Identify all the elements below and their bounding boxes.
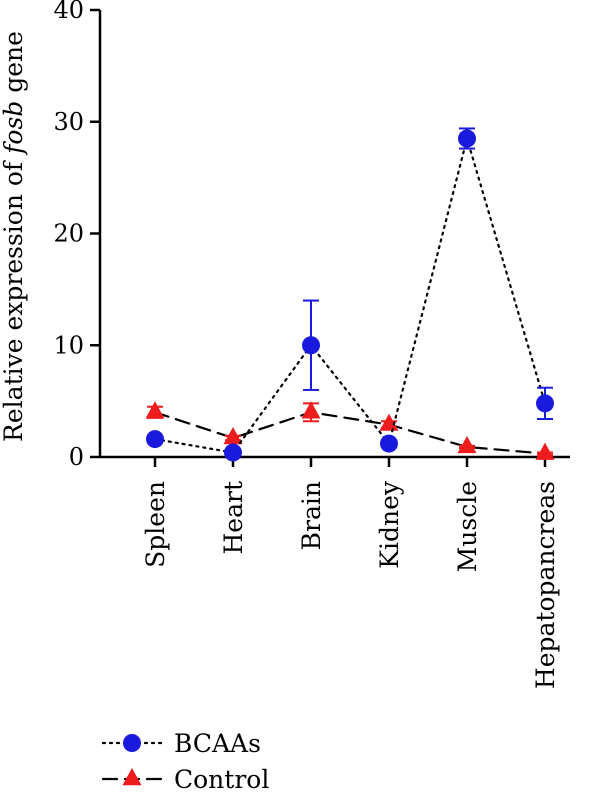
series-control <box>145 401 555 460</box>
x-tick-label: Kidney <box>375 480 404 569</box>
data-point <box>379 413 399 431</box>
data-point <box>536 394 554 413</box>
x-tick-label: Heart <box>219 481 248 555</box>
data-point <box>224 443 242 462</box>
data-point <box>535 442 555 460</box>
x-tick-label: Hepatopancreas <box>531 481 560 689</box>
x-axis: Spleen Heart Brain Kidney Muscle Hepatopancre… <box>100 455 570 689</box>
y-tick-label: 30 <box>53 108 84 136</box>
y-axis: 0 10 20 30 40 <box>53 0 102 471</box>
legend-marker-bcaas <box>123 734 141 752</box>
legend-label-bcaas: BCAAs <box>174 729 261 758</box>
series-line <box>153 134 547 454</box>
legend: BCAAs Control <box>101 729 269 793</box>
series-bcaas <box>146 127 554 462</box>
x-tick-label: Brain <box>297 481 326 550</box>
legend-marker-control <box>122 768 142 786</box>
data-point <box>146 430 164 449</box>
y-tick-label: 0 <box>69 443 84 471</box>
x-tick-label: Muscle <box>453 481 482 572</box>
data-point <box>302 336 320 355</box>
legend-item-bcaas: BCAAs <box>101 729 261 758</box>
data-point <box>457 435 477 454</box>
x-tick-label: Spleen <box>141 481 170 568</box>
legend-item-control: Control <box>101 765 269 793</box>
y-tick-label: 10 <box>53 331 84 359</box>
series-layer <box>145 127 555 462</box>
series-line <box>153 411 547 455</box>
data-point <box>145 401 165 419</box>
data-point <box>380 434 398 453</box>
y-axis-title-gene: fosb <box>0 101 28 156</box>
legend-label-control: Control <box>174 765 269 793</box>
y-tick-label: 20 <box>53 220 84 248</box>
y-axis-title-part: gene <box>0 31 28 101</box>
data-point <box>301 401 321 419</box>
y-axis-title: Relative expression of fosb gene <box>0 31 28 442</box>
y-tick-label: 40 <box>53 0 84 24</box>
y-axis-title-part: Relative expression of <box>0 154 28 442</box>
data-point <box>223 427 243 445</box>
data-point <box>458 129 476 148</box>
